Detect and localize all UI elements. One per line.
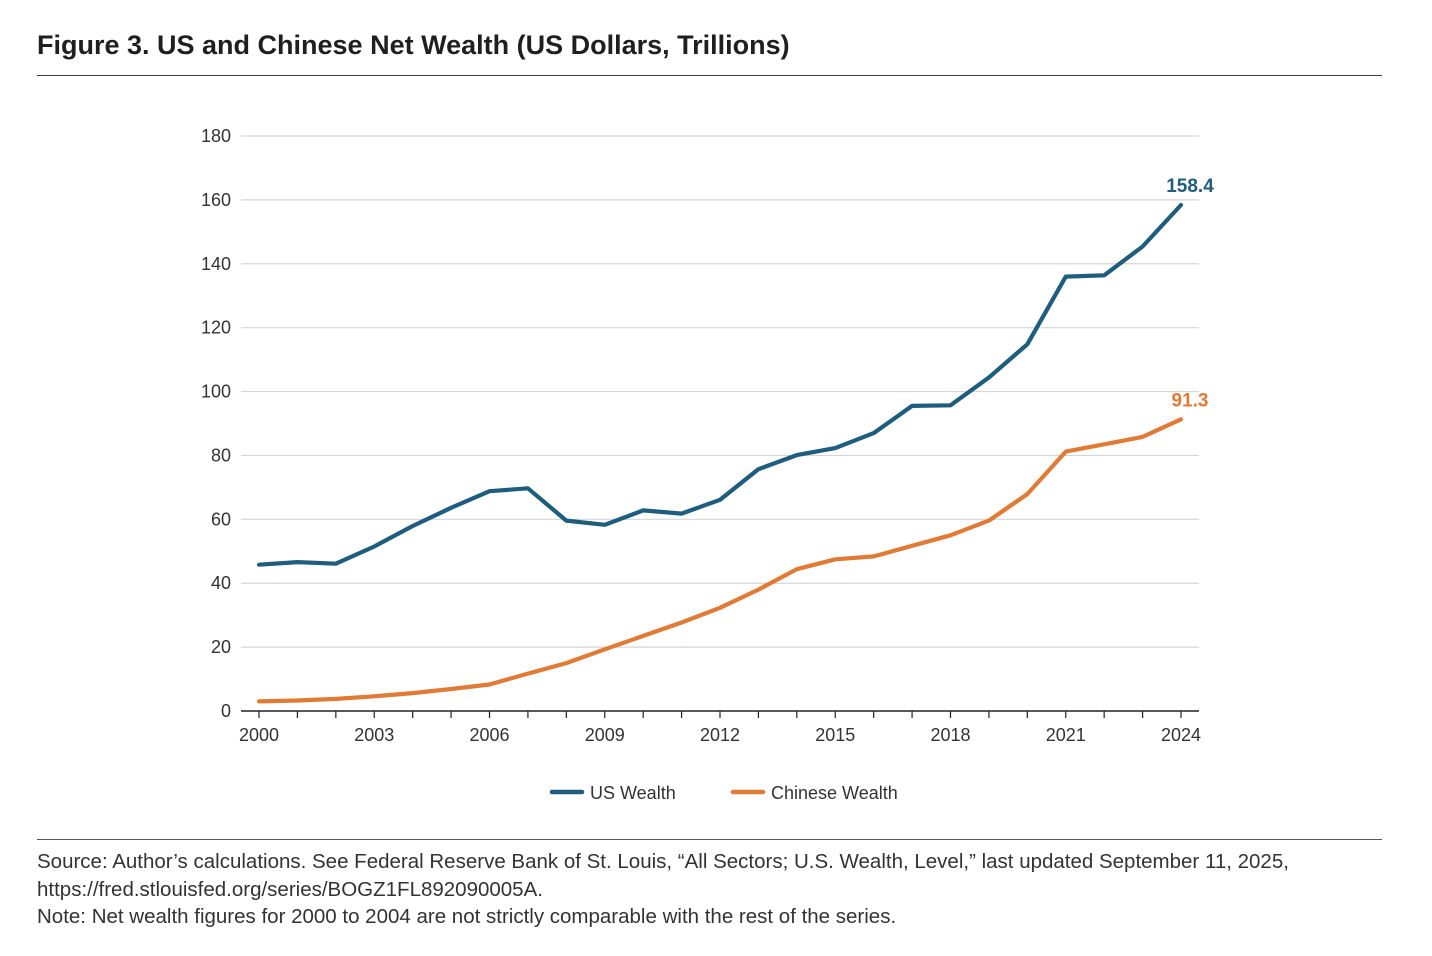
source-text: Source: Author’s calculations. See Feder… bbox=[37, 850, 1289, 873]
x-tick-label: 2003 bbox=[354, 725, 394, 745]
x-tick-label: 2009 bbox=[585, 725, 625, 745]
x-tick-label: 2015 bbox=[815, 725, 855, 745]
source-url: https://fred.stlouisfed.org/series/BOGZ1… bbox=[37, 877, 543, 901]
x-tick-label: 2006 bbox=[469, 725, 509, 745]
legend-label: US Wealth bbox=[590, 783, 676, 803]
line-chart: 0 20 40 60 80 100 120 140 160 180 2000 2003 2006 2009… bbox=[201, 126, 1214, 803]
chinese-wealth-line bbox=[256, 417, 1184, 704]
y-tick-label: 80 bbox=[211, 445, 231, 465]
y-tick-label: 60 bbox=[211, 509, 231, 529]
footer-divider bbox=[37, 839, 1382, 840]
y-tick-label: 100 bbox=[201, 382, 231, 402]
note-text: Note: Net wealth figures for 2000 to 200… bbox=[37, 905, 897, 928]
us-wealth-end-label: 158.4 bbox=[1166, 176, 1214, 197]
y-tick-label: 140 bbox=[201, 254, 231, 274]
y-tick-label: 20 bbox=[211, 637, 231, 657]
y-tick-label: 120 bbox=[201, 318, 231, 338]
y-tick-label: 160 bbox=[201, 190, 231, 210]
x-tick-label: 2018 bbox=[930, 725, 970, 745]
y-tick-label: 0 bbox=[221, 701, 231, 721]
title-divider bbox=[37, 75, 1382, 76]
x-tick-label: 2012 bbox=[700, 725, 740, 745]
x-tick-label: 2021 bbox=[1046, 725, 1086, 745]
legend-label: Chinese Wealth bbox=[771, 783, 898, 803]
y-tick-label: 40 bbox=[211, 573, 231, 593]
us-wealth-line bbox=[256, 202, 1184, 567]
x-tick-label: 2000 bbox=[239, 725, 279, 745]
y-tick-label: 180 bbox=[201, 126, 231, 146]
x-tick-label: 2024 bbox=[1161, 725, 1201, 745]
figure-title: Figure 3. US and Chinese Net Wealth (US … bbox=[37, 30, 790, 60]
figure-footer: Source: Author’s calculations. See Feder… bbox=[37, 848, 1407, 931]
chinese-wealth-end-label: 91.3 bbox=[1172, 390, 1209, 411]
